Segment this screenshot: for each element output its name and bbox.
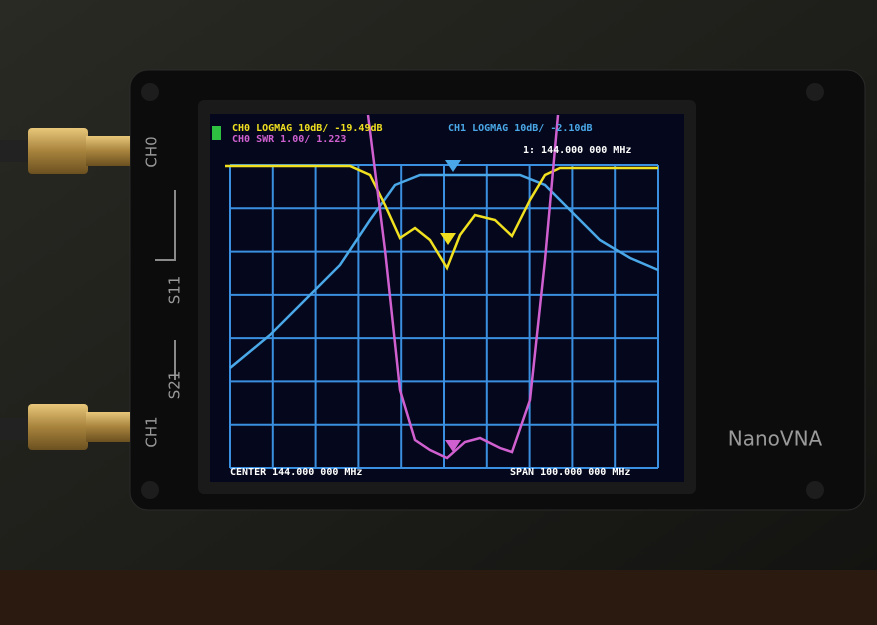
trace-label: CH1 LOGMAG 10dB/ -2.10dB [448,123,593,134]
table-edge [0,570,877,625]
screw [141,481,159,499]
trace-label: CH0 LOGMAG 10dB/ -19.49dB [232,123,383,134]
port-label: S11 [166,276,184,305]
screw [806,83,824,101]
battery-icon [212,126,221,140]
screw [806,481,824,499]
brand: NanoVNA [728,427,823,451]
port-label: CH1 [143,416,161,447]
marker-readout: 1: 144.000 000 MHz [523,145,631,156]
page: CH0 S11 S21 CH1 NanoVNA CH0 LOGMAG 10dB/… [0,0,877,625]
port-label: S21 [166,371,184,400]
span: SPAN 100.000 000 MHz [510,467,630,478]
photo: CH0 S11 S21 CH1 NanoVNA CH0 LOGMAG 10dB/… [0,0,877,625]
center-frequency: CENTER 144.000 000 MHz [230,467,362,478]
screw [141,83,159,101]
trace-label: CH0 SWR 1.00/ 1.223 [232,134,346,145]
port-label: CH0 [143,136,161,167]
